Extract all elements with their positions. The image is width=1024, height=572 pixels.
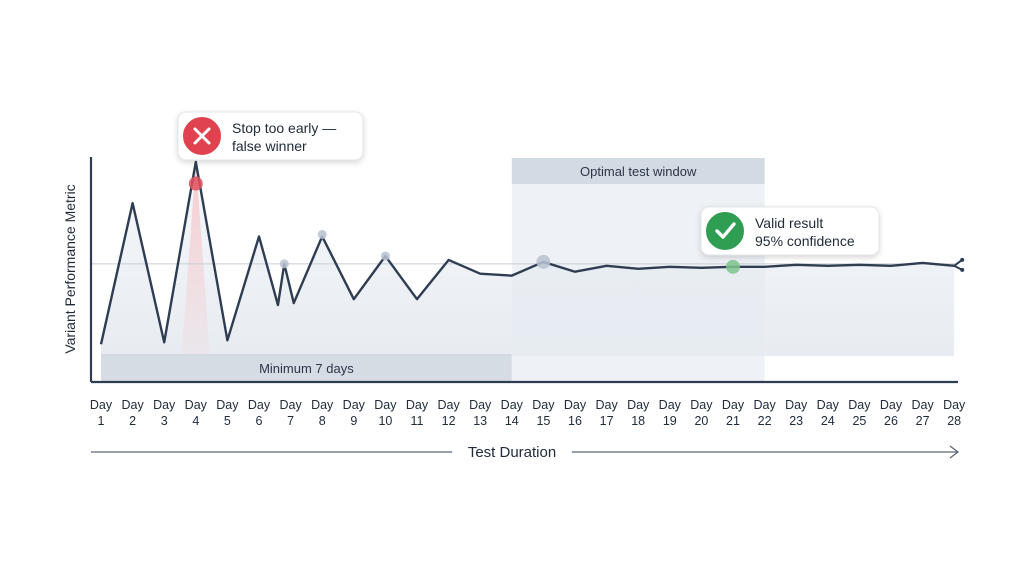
x-tick-label: 19: [663, 414, 677, 428]
x-arrow-head: [949, 445, 960, 459]
x-tick-label-word: Day: [153, 398, 176, 412]
data-point-marker: [380, 251, 390, 261]
x-tick-label-word: Day: [374, 398, 397, 412]
x-tick-label-word: Day: [753, 398, 776, 412]
x-tick-label-word: Day: [785, 398, 808, 412]
minimum-period-band: [101, 354, 512, 381]
x-tick-label-word: Day: [532, 398, 555, 412]
optimal-window-band: [511, 158, 765, 184]
x-tick-label: 26: [884, 414, 898, 428]
x-tick-label: 20: [694, 414, 708, 428]
x-tick-label: 13: [473, 414, 487, 428]
x-tick-label-word: Day: [216, 398, 239, 412]
valid-result-callout: Valid result 95% confidence: [700, 206, 880, 256]
x-tick-label-word: Day: [564, 398, 587, 412]
x-tick-label: 14: [505, 414, 519, 428]
x-tick-label-word: Day: [659, 398, 682, 412]
x-tick-label-word: Day: [406, 398, 429, 412]
x-tick-label-word: Day: [437, 398, 460, 412]
x-tick-label: 8: [319, 414, 326, 428]
x-tick-label-word: Day: [690, 398, 713, 412]
stop-early-line1: Stop too early —: [232, 120, 336, 136]
optimal-window-label: Optimal test window: [580, 164, 697, 179]
check-mark: [715, 222, 736, 239]
x-tick-label-word: Day: [848, 398, 871, 412]
valid-result-line1: Valid result: [755, 215, 823, 231]
x-tick-label: 24: [821, 414, 835, 428]
x-tick-label: 21: [726, 414, 740, 428]
data-point-marker: [279, 259, 289, 269]
x-tick-label: 9: [350, 414, 357, 428]
stop-early-callout: Stop too early — false winner: [177, 111, 364, 161]
stop-early-callout-box: [177, 111, 364, 161]
y-axis-label: Variant Performance Metric: [62, 184, 78, 353]
data-point-marker: [726, 259, 740, 274]
area-fill: [101, 161, 955, 356]
series-line: [99, 160, 955, 345]
x-tick-label: 11: [411, 414, 424, 428]
stop-early-line2: false winner: [232, 138, 307, 154]
x-tick-label: 16: [568, 414, 582, 428]
x-tick-label-word: Day: [943, 398, 966, 412]
x-tick-label-word: Day: [279, 398, 302, 412]
x-tick-label: 7: [287, 414, 294, 428]
x-tick-label: 28: [947, 414, 961, 428]
x-tick-label: 4: [192, 414, 199, 428]
x-tick-label: 10: [378, 414, 392, 428]
x-tick-label-word: Day: [595, 398, 618, 412]
valid-result-line2: 95% confidence: [755, 233, 855, 249]
data-point-marker: [188, 176, 203, 191]
x-tick-label: 5: [224, 414, 231, 428]
x-tick-label: 22: [758, 414, 772, 428]
x-tick-label-word: Day: [248, 398, 271, 412]
valid-result-callout-box: [700, 206, 880, 256]
x-tick-label-word: Day: [501, 398, 524, 412]
x-tick-label: 27: [916, 414, 930, 428]
x-tick-label-word: Day: [469, 398, 492, 412]
data-point-marker: [536, 254, 551, 269]
x-tick-label-word: Day: [817, 398, 840, 412]
series-end-dot: [960, 267, 965, 272]
x-tick-label: 2: [129, 414, 136, 428]
data-point-marker: [317, 229, 327, 239]
x-axis-label: Test Duration: [468, 444, 556, 461]
x-tick-label: 23: [789, 414, 803, 428]
early-spike-highlight: [181, 161, 211, 356]
x-tick-label: 15: [536, 414, 550, 428]
x-tick-label-word: Day: [627, 398, 650, 412]
x-tick-label: 1: [98, 414, 105, 428]
x-tick-label: 6: [256, 414, 263, 428]
x-tick-label-word: Day: [121, 398, 144, 412]
x-tick-label-word: Day: [880, 398, 903, 412]
x-tick-label-word: Day: [311, 398, 334, 412]
x-tick-label-word: Day: [722, 398, 745, 412]
x-tick-label: 12: [442, 414, 456, 428]
x-mark: [193, 127, 211, 145]
x-tick-label-word: Day: [343, 398, 366, 412]
x-tick-label: 3: [161, 414, 168, 428]
x-tick-label: 25: [852, 414, 866, 428]
check-circle-icon: [704, 210, 746, 252]
x-tick-label: 17: [600, 414, 614, 428]
x-tick-label-word: Day: [911, 398, 934, 412]
x-tick-label: 18: [631, 414, 645, 428]
x-tick-label-word: Day: [185, 398, 208, 412]
minimum-period-label: Minimum 7 days: [259, 361, 354, 376]
series-end-dot: [960, 257, 965, 262]
x-tick-label-word: Day: [90, 398, 113, 412]
